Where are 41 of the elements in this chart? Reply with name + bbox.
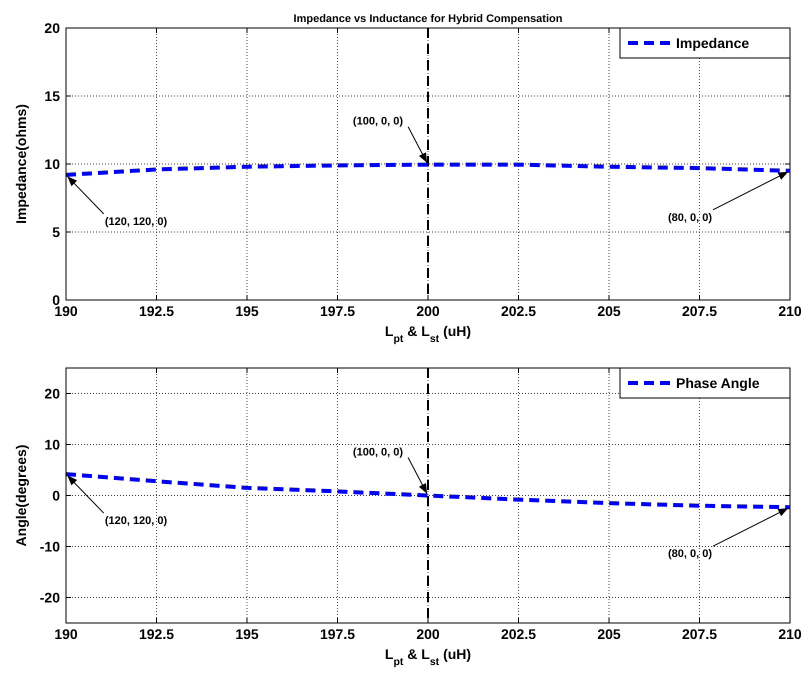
line-series <box>64 472 792 510</box>
x-tick-label: 205 <box>597 303 621 319</box>
x-tick-label: 210 <box>778 303 802 319</box>
x-axis-title: L$_{pt}$ & L$_{st}$ (uH) <box>384 323 472 345</box>
y-tick-label: 20 <box>44 386 60 402</box>
line-series <box>64 162 792 177</box>
x-tick-label: 195 <box>235 303 259 319</box>
annotation: (80, 0, 0) <box>668 212 712 224</box>
x-tick-label: 202.5 <box>500 303 536 319</box>
y-tick-label: 10 <box>44 156 60 172</box>
legend-label: Impedance <box>676 35 750 51</box>
annotation: (100, 0, 0) <box>352 446 404 458</box>
y-tick-label: 20 <box>44 20 60 36</box>
y-tick-label: 15 <box>44 88 60 104</box>
x-tick-label: 202.5 <box>500 626 536 642</box>
legend-label: Phase Angle <box>676 375 760 391</box>
y-tick-label: 10 <box>44 436 60 452</box>
annotation: (80, 0, 0) <box>668 548 712 560</box>
annotation: (100, 0, 0) <box>352 116 404 128</box>
chart-title: Impedance vs Inductance for Hybrid Compensation <box>294 13 563 25</box>
x-axis-title: L$_{pt}$ & L$_{st}$ (uH) <box>384 646 472 668</box>
x-tick-label: 207.5 <box>682 303 718 319</box>
y-axis-title: Angle(degrees) <box>13 444 29 546</box>
x-tick-label: 190 <box>54 626 78 642</box>
annotation: (120, 120, 0) <box>104 515 168 528</box>
x-tick-label: 200 <box>416 303 440 319</box>
y-axis-title: Impedance(ohms) <box>13 104 29 224</box>
y-tick-label: 5 <box>52 224 60 240</box>
annotation: (120, 120, 0) <box>104 216 168 228</box>
x-tick-label: 195 <box>235 626 259 642</box>
x-tick-label: 197.5 <box>320 626 356 642</box>
x-tick-label: 200 <box>416 626 440 642</box>
x-tick-label: 192.5 <box>138 626 174 642</box>
x-tick-label: 192.5 <box>138 303 174 319</box>
y-tick-label: -10 <box>40 538 60 554</box>
x-tick-label: 205 <box>597 626 621 642</box>
x-tick-label: 210 <box>778 626 802 642</box>
y-tick-label: 0 <box>52 488 60 504</box>
x-tick-label: 207.5 <box>682 626 718 642</box>
y-tick-label: -20 <box>40 590 60 606</box>
x-tick-label: 197.5 <box>320 303 356 319</box>
